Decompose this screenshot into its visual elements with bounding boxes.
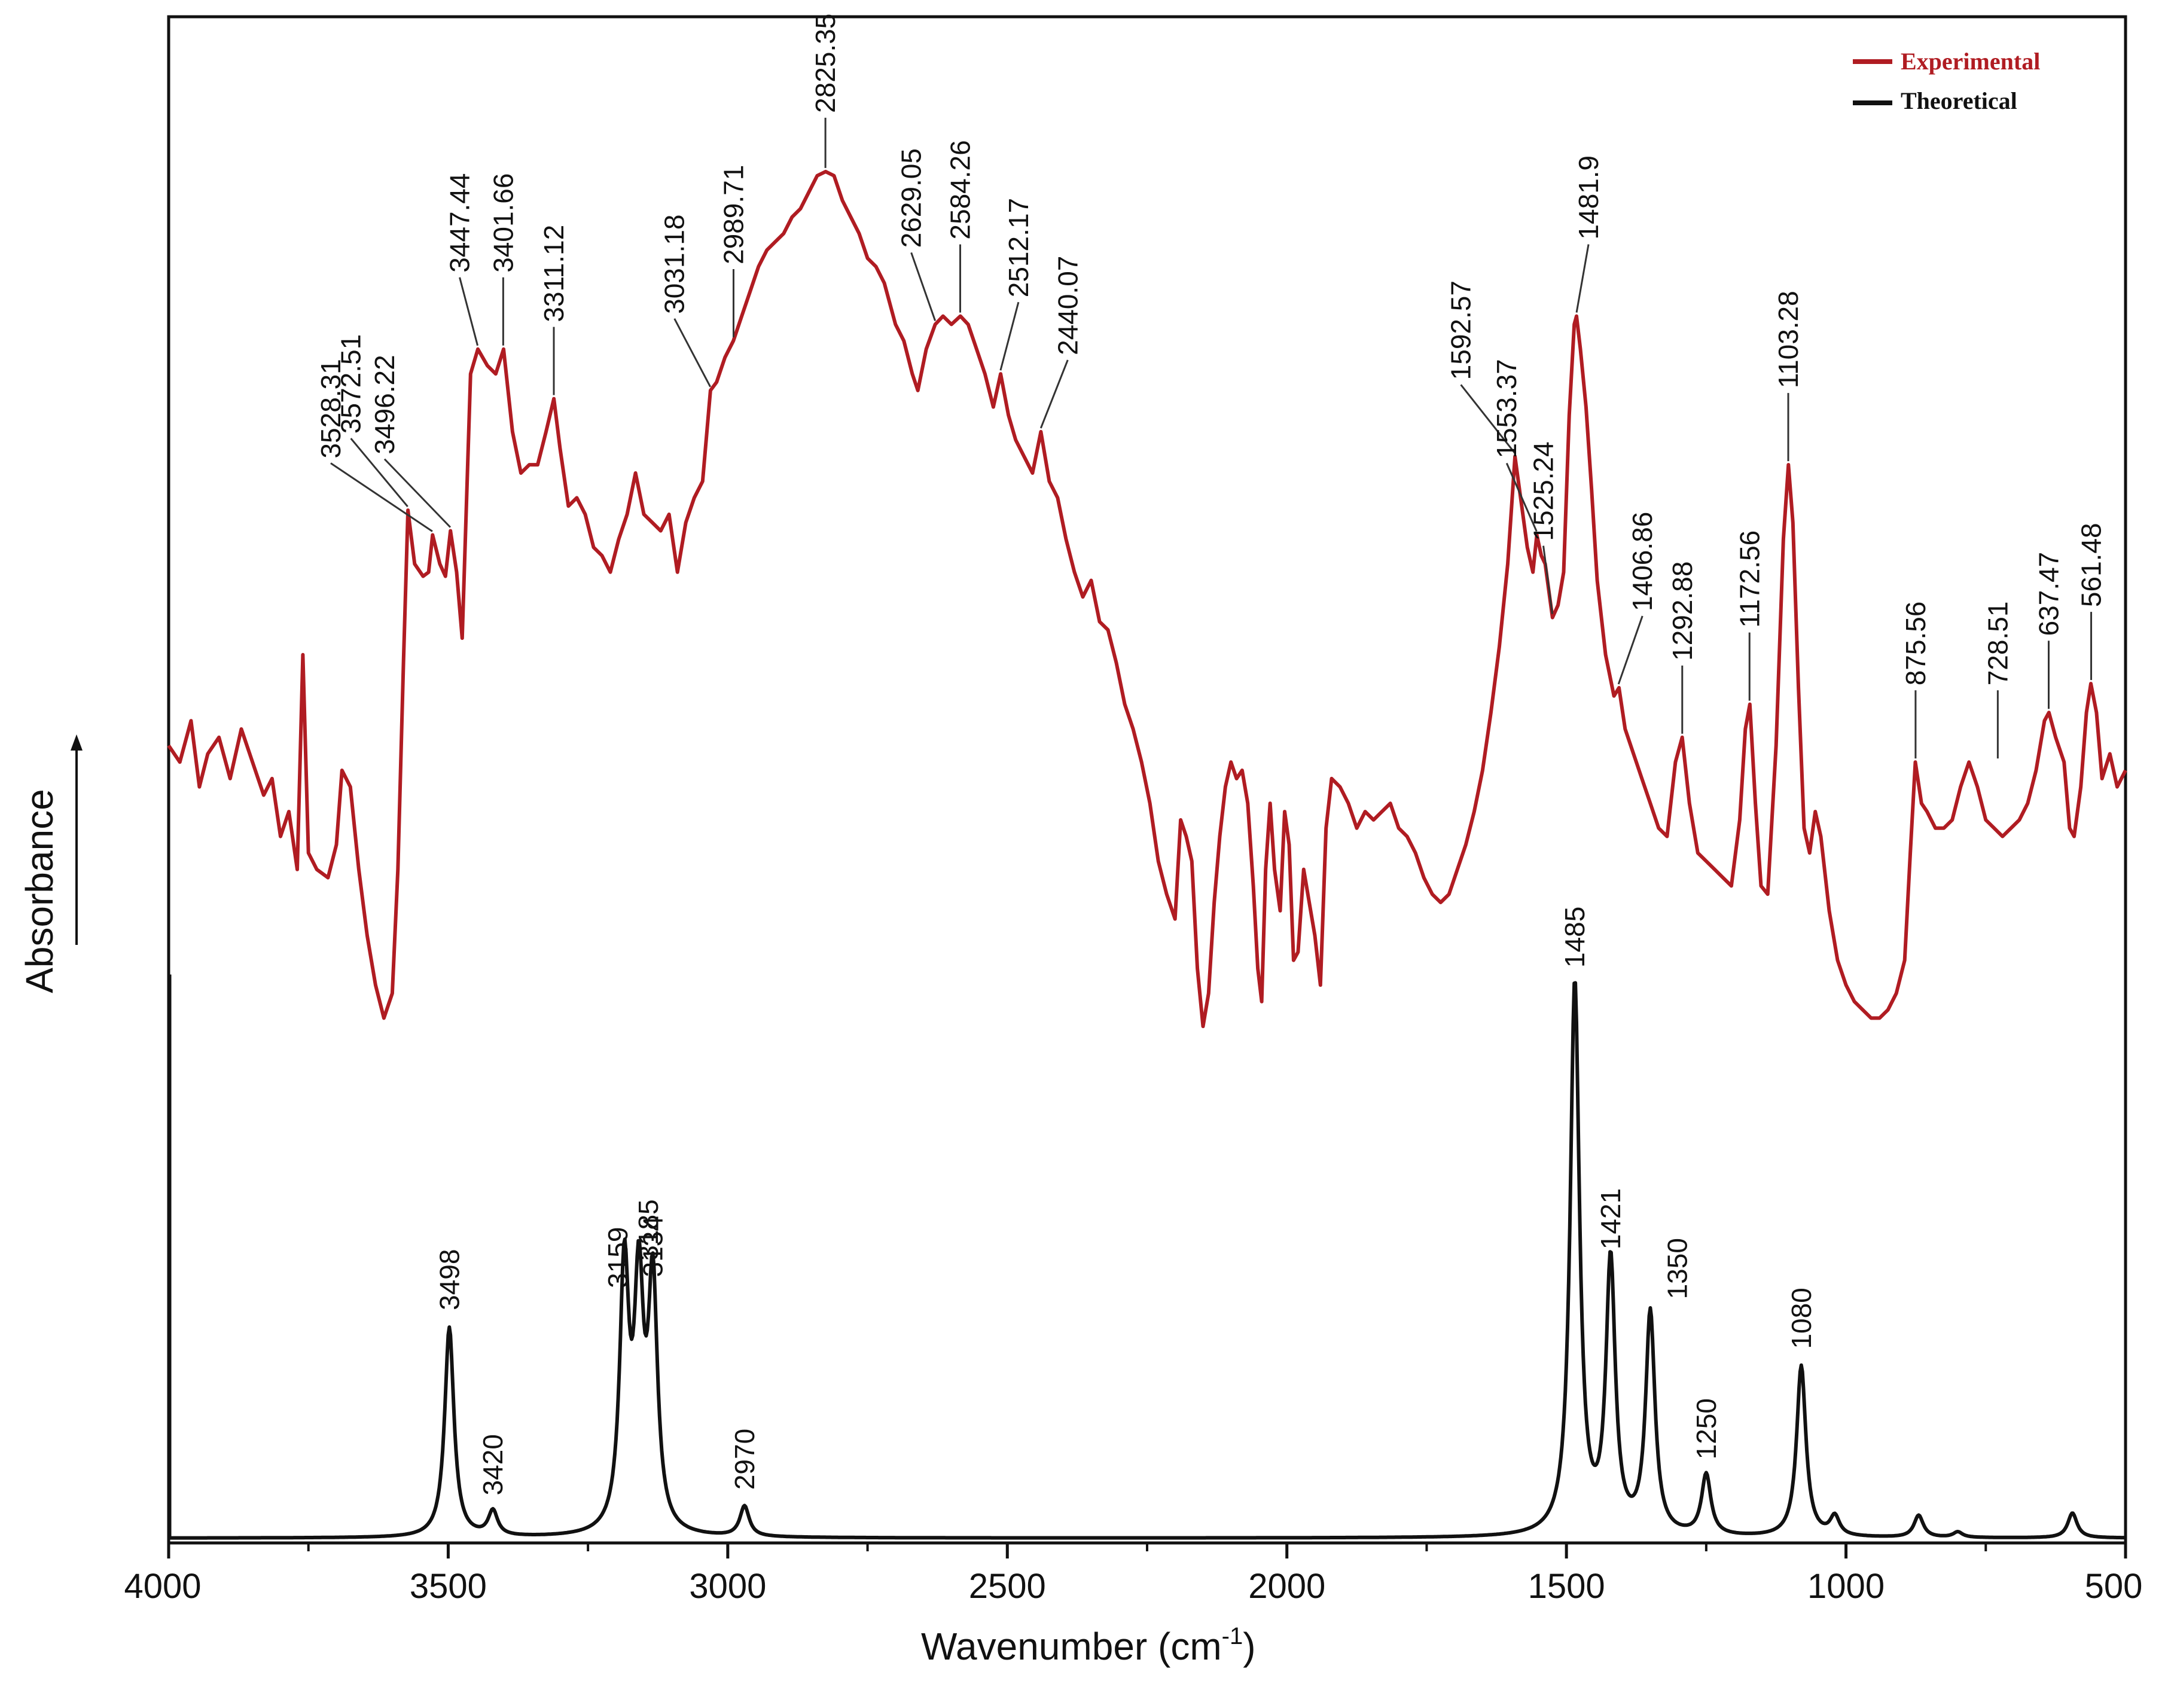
legend: Experimental Theoretical (1853, 48, 2040, 114)
exp-peak-leader (1505, 462, 1538, 532)
x-tick-label: 1000 (1807, 1567, 1885, 1606)
x-axis-title: Wavenumber (cm-1) (921, 1623, 1256, 1668)
x-tick-label: 2000 (1248, 1567, 1325, 1606)
exp-peak-label: 2825.35 (810, 14, 841, 113)
exp-peak-label: 3447.44 (444, 173, 475, 273)
exp-peak-label: 2629.05 (896, 148, 927, 248)
exp-peak-label: 1103.28 (1773, 291, 1804, 388)
experimental-line (167, 169, 2127, 1029)
exp-peak-label: 3496.22 (369, 355, 400, 454)
theo-peak-label: 3159 (602, 1227, 633, 1288)
exp-peak-leader (1039, 359, 1069, 429)
exp-peak-label: 561.48 (2076, 523, 2107, 607)
exp-peak-label: 3572.51 (336, 334, 367, 434)
x-axis-title-main: Wavenumber (cm (921, 1625, 1222, 1668)
theo-peak-label: 1350 (1661, 1238, 1693, 1299)
exp-peak-label: 728.51 (1982, 602, 2013, 686)
x-axis-title-close: ) (1243, 1625, 1255, 1668)
legend-label-theoretical: Theoretical (1901, 87, 2017, 114)
exp-peak-leader (383, 458, 452, 528)
exp-peak-leader (350, 438, 408, 508)
x-tick-label: 4000 (124, 1567, 201, 1606)
exp-peak-leader (999, 301, 1020, 371)
exp-peak-label: 1172.56 (1734, 530, 1765, 628)
exp-peak-leader (673, 318, 712, 388)
exp-peak-leader (1460, 384, 1516, 454)
theo-peak-label: 3134 (638, 1216, 669, 1277)
exp-peak-label: 2512.17 (1003, 198, 1034, 297)
theoretical-line (167, 981, 2127, 1540)
exp-peak-leader (910, 252, 937, 321)
exp-peak-label: 1292.88 (1667, 562, 1698, 661)
x-axis-ticks: 4000 3500 3000 2500 2000 1500 1000 500 (124, 1543, 2142, 1606)
exp-peak-label: 637.47 (2033, 552, 2064, 636)
exp-peak-label: 2584.26 (945, 140, 976, 239)
exp-peak-label: 3528.31 (315, 359, 346, 458)
theo-peak-label: 1421 (1595, 1188, 1626, 1249)
exp-peak-leader (1542, 545, 1554, 614)
theo-peak-label: 1250 (1691, 1398, 1722, 1459)
x-tick-label: 3500 (410, 1567, 487, 1606)
exp-peak-label: 1592.57 (1446, 280, 1477, 380)
exp-peak-label: 1481.9 (1573, 155, 1604, 240)
theo-peak-label: 1485 (1559, 907, 1590, 968)
experimental-series-group (167, 169, 2127, 1029)
exp-peak-label: 1406.86 (1627, 512, 1658, 611)
theoretical-series-group (167, 974, 2127, 1540)
exp-peak-label: 3031.18 (659, 215, 690, 314)
exp-peak-leader (1617, 615, 1644, 685)
theo-peak-label: 2970 (729, 1429, 760, 1490)
y-axis-title: Absorbance (18, 789, 61, 993)
exp-peak-label: 1525.24 (1528, 441, 1559, 541)
exp-peak-leader (459, 277, 479, 346)
y-axis-arrow-head (71, 734, 83, 751)
exp-peak-label: 3401.66 (487, 173, 519, 273)
theo-peak-label: 3498 (434, 1249, 465, 1310)
x-axis-title-superscript: -1 (1222, 1623, 1243, 1649)
exp-peak-label: 875.56 (1900, 602, 1931, 686)
theo-peak-label: 3420 (477, 1434, 508, 1495)
theo-peak-label: 1080 (1786, 1288, 1817, 1349)
exp-peak-leader (330, 462, 433, 532)
x-tick-label: 1500 (1528, 1567, 1605, 1606)
exp-peak-label: 2989.71 (718, 165, 749, 264)
legend-label-experimental: Experimental (1901, 48, 2040, 75)
x-tick-label: 2500 (969, 1567, 1046, 1606)
exp-peak-label: 3311.12 (538, 225, 569, 322)
theo-peak-label: 3185 (633, 1199, 664, 1260)
exp-peak-leader (1575, 244, 1590, 313)
exp-peak-label: 1553.37 (1491, 359, 1522, 458)
x-tick-label: 3000 (689, 1567, 766, 1606)
x-tick-label: 500 (2085, 1567, 2143, 1606)
exp-peak-label: 2440.07 (1052, 256, 1083, 355)
